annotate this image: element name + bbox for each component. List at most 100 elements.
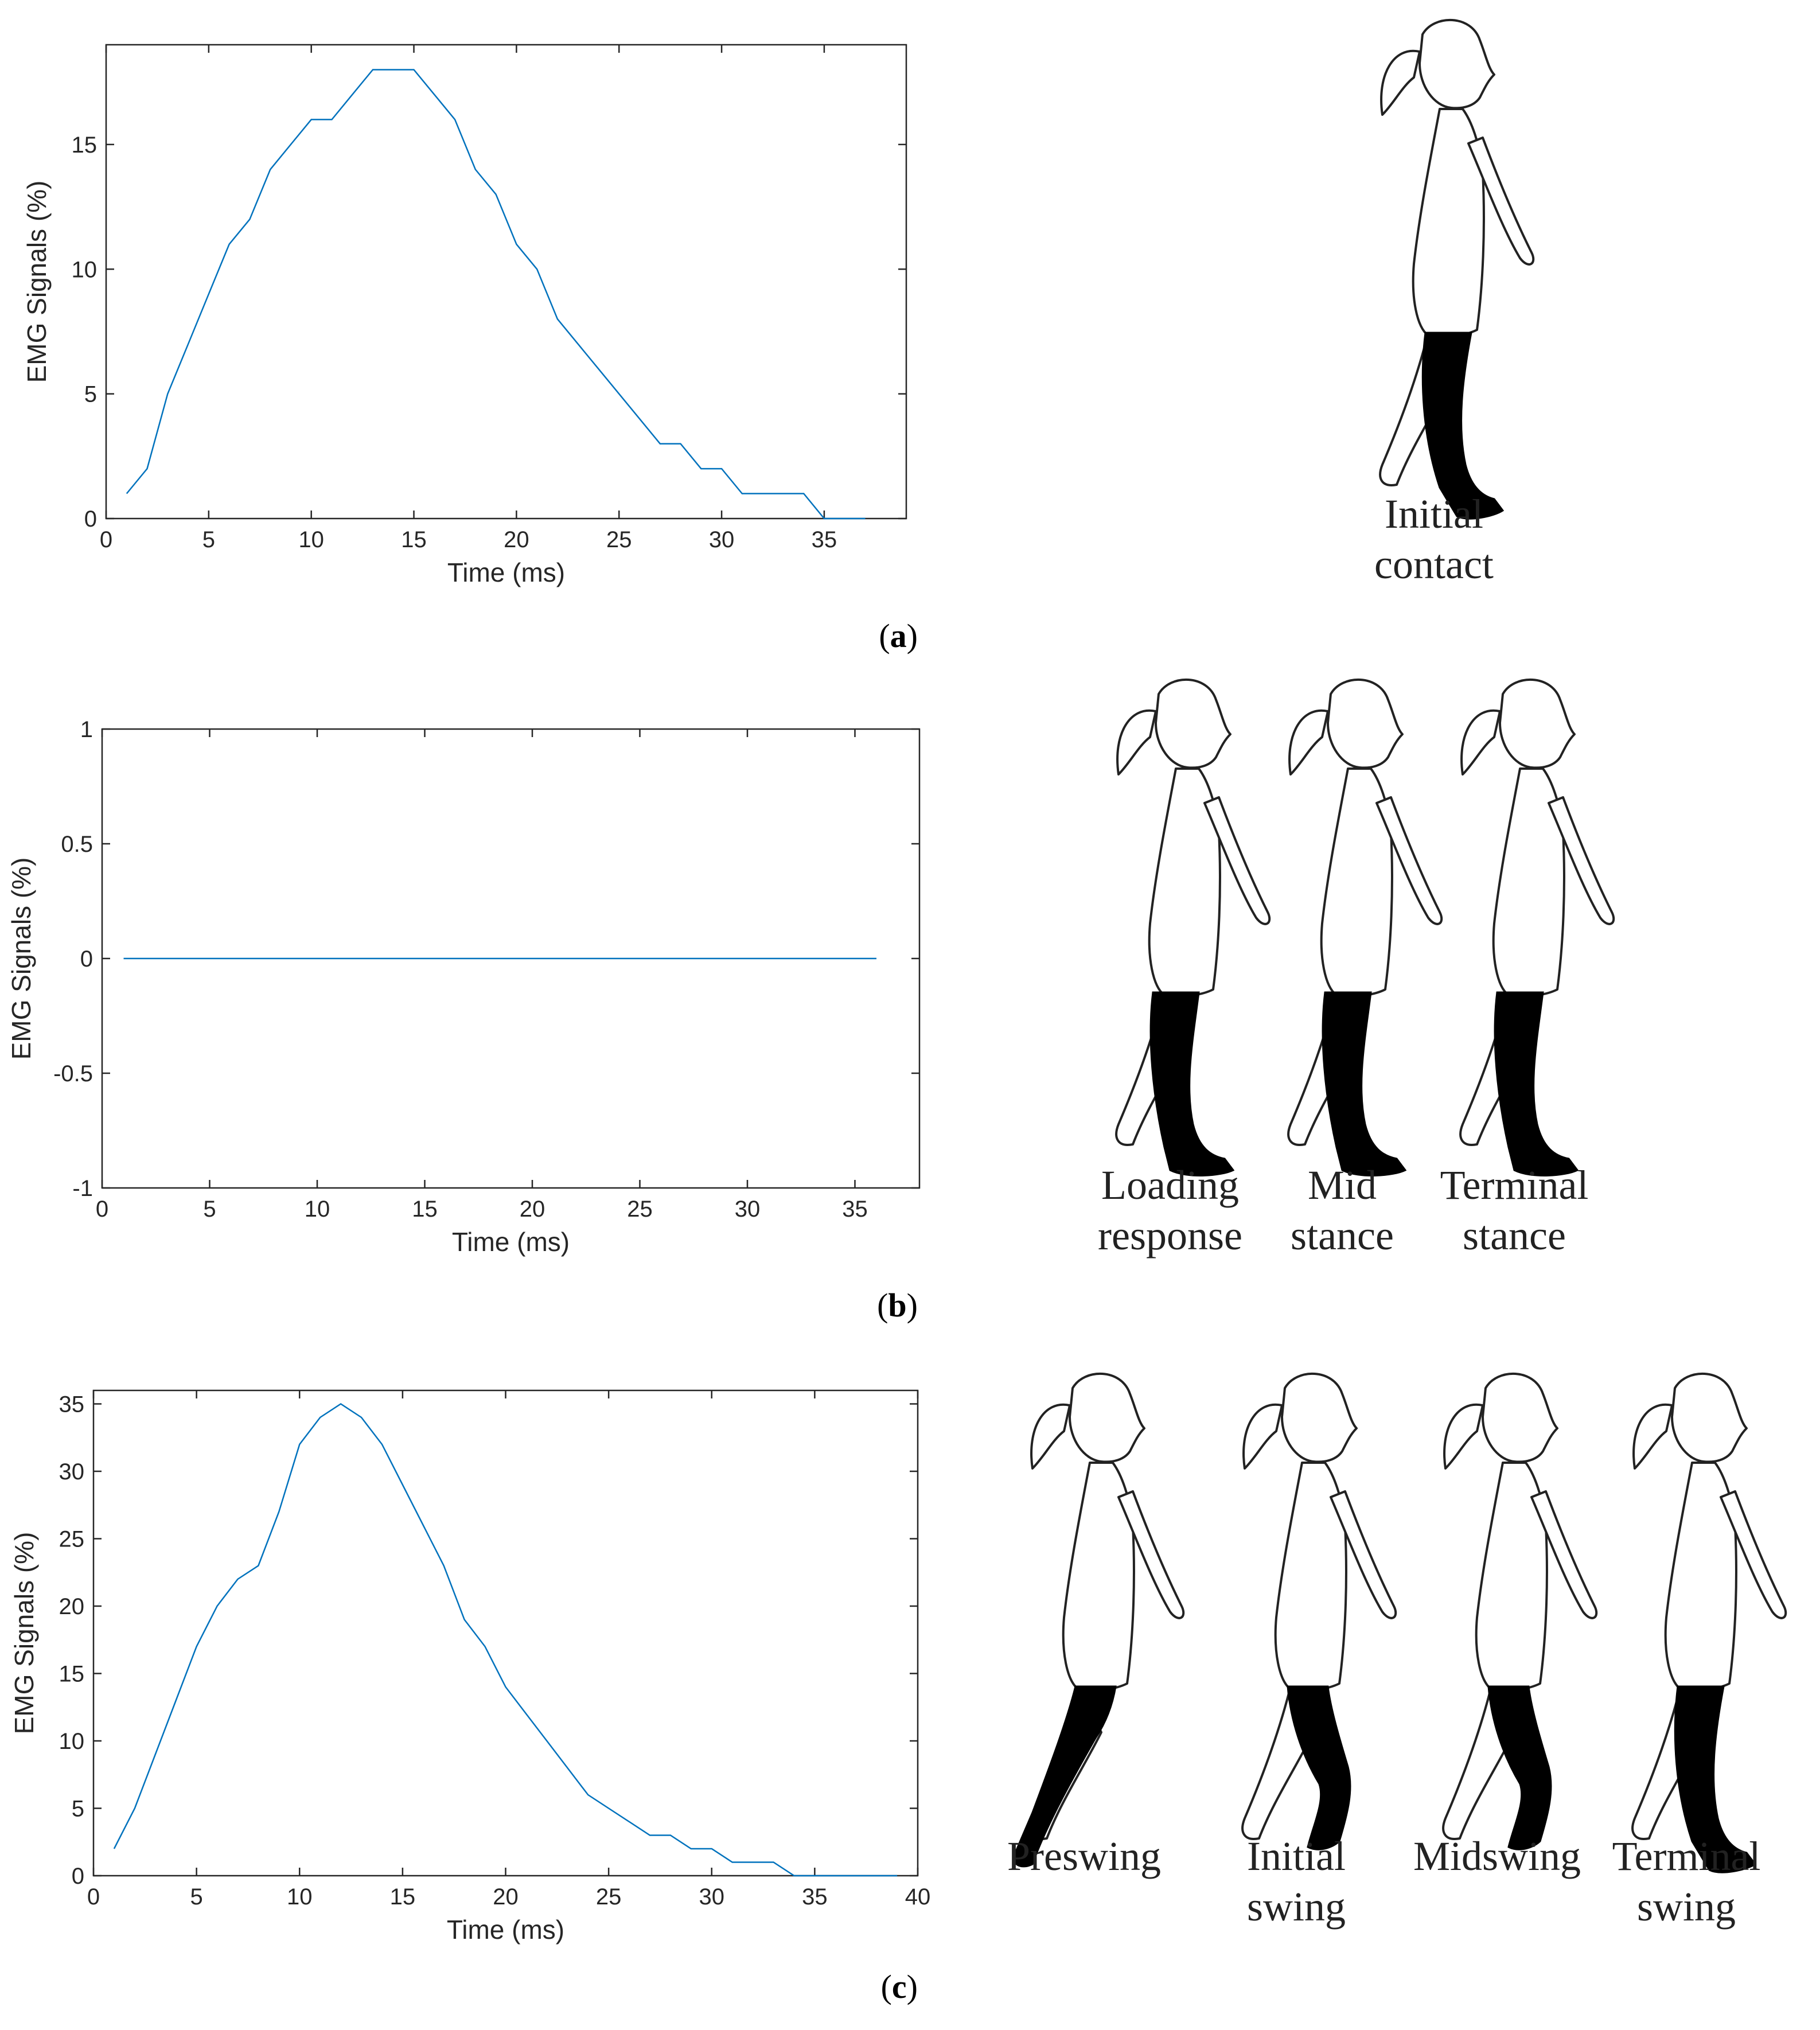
gait-figures-swing: Preswing Initial swing Midswing Terminal swin…: [1007, 1372, 1787, 1930]
walking-person: Terminal stance: [1440, 678, 1615, 1258]
x-tick-label: 0: [100, 527, 112, 552]
x-tick-label: 20: [504, 527, 529, 552]
walking-person: Initial swing: [1241, 1372, 1397, 1930]
ponytail: [1460, 709, 1501, 776]
x-tick-label: 30: [699, 1884, 725, 1910]
x-axis-label: Time (ms): [447, 1915, 564, 1945]
arm: [1330, 1490, 1397, 1619]
arm: [1548, 796, 1615, 925]
y-tick-label: 0: [80, 946, 93, 972]
y-tick-label: -1: [72, 1176, 93, 1201]
phase-caption: Mid: [1308, 1162, 1377, 1208]
x-tick-label: 10: [305, 1197, 330, 1222]
phase-caption: Preswing: [1007, 1833, 1161, 1879]
ponytail: [1242, 1403, 1283, 1470]
x-tick-label: 40: [905, 1884, 931, 1910]
x-tick-label: 5: [203, 1197, 216, 1222]
y-tick-label: 0: [84, 506, 97, 532]
ponytail: [1288, 709, 1329, 776]
highlighted-leg: [1012, 1685, 1117, 1868]
walking-person: Midswing: [1413, 1372, 1598, 1879]
phase-caption: stance: [1463, 1213, 1566, 1258]
highlighted-leg: [1322, 991, 1407, 1176]
x-tick-label: 10: [298, 527, 324, 552]
highlighted-leg: [1287, 1685, 1351, 1850]
arm: [1375, 796, 1443, 925]
x-tick-label: 15: [412, 1197, 438, 1222]
phase-caption: stance: [1291, 1213, 1394, 1258]
phase-caption: swing: [1247, 1884, 1346, 1930]
ponytail: [1380, 49, 1421, 116]
head: [1069, 1372, 1145, 1463]
series-line: [126, 69, 866, 520]
panel-label-c: (c): [880, 1968, 918, 2005]
chart-c: 0 5 10 15 20 25 30 35 40 0 5 10 15 20 25 30 35 Time (ms) E…: [9, 1389, 931, 1945]
x-tick-label: 15: [401, 527, 427, 552]
x-tick-label: 5: [202, 527, 215, 552]
y-tick-label: 5: [84, 382, 97, 407]
head: [1482, 1372, 1558, 1463]
arm: [1467, 137, 1535, 266]
ponytail: [1632, 1403, 1673, 1470]
x-axis-label: Time (ms): [452, 1227, 570, 1257]
walking-person: Preswing: [1007, 1372, 1185, 1879]
plot-frame: [92, 1389, 919, 1877]
head: [1499, 678, 1576, 769]
head: [1418, 18, 1495, 110]
arm: [1530, 1490, 1598, 1619]
head: [1327, 678, 1404, 769]
x-tick-label: 25: [606, 527, 632, 552]
ponytail: [1116, 709, 1157, 776]
y-tick-label: -0.5: [53, 1061, 93, 1086]
head: [1281, 1372, 1358, 1463]
x-tick-label: 5: [190, 1884, 203, 1910]
y-tick-label: 10: [59, 1729, 85, 1754]
y-tick-label: 35: [59, 1392, 85, 1417]
y-tick-label: 20: [59, 1594, 85, 1619]
y-tick-label: 30: [59, 1459, 85, 1484]
gait-figures-stance: Loading response Mid stance Terminal stance: [1098, 678, 1615, 1258]
highlighted-leg: [1421, 332, 1505, 520]
arm: [1720, 1490, 1787, 1619]
y-tick-label: 0: [72, 1864, 84, 1889]
chart-a: 0 5 10 15 20 25 30 35 0 5 10 15 Time (ms) EMG Signals…: [22, 44, 907, 587]
phase-caption: response: [1098, 1213, 1242, 1258]
phase-caption: Terminal: [1612, 1833, 1761, 1879]
x-tick-label: 20: [520, 1197, 545, 1222]
phase-caption: Terminal: [1440, 1162, 1589, 1208]
highlighted-leg: [1494, 991, 1579, 1176]
panel-label-a: (a): [879, 617, 918, 654]
y-tick-label: 1: [80, 717, 93, 742]
x-tick-label: 25: [627, 1197, 653, 1222]
y-tick-label: 25: [59, 1527, 85, 1552]
y-axis-label: EMG Signals (%): [9, 1532, 39, 1735]
arm: [1117, 1490, 1185, 1619]
x-tick-label: 25: [596, 1884, 622, 1910]
highlighted-leg: [1487, 1685, 1552, 1850]
walking-person: Loading response: [1098, 678, 1271, 1258]
ponytail: [1443, 1403, 1484, 1470]
y-axis-label: EMG Signals (%): [6, 858, 36, 1060]
head: [1155, 678, 1231, 769]
x-tick-label: 15: [390, 1884, 416, 1910]
x-tick-label: 0: [96, 1197, 108, 1222]
x-tick-label: 0: [87, 1884, 100, 1910]
x-tick-label: 35: [812, 527, 837, 552]
y-axis-label: EMG Signals (%): [22, 181, 52, 383]
plot-frame: [105, 44, 907, 520]
phase-caption: Initial: [1247, 1833, 1346, 1879]
x-tick-label: 20: [493, 1884, 519, 1910]
arm: [1203, 796, 1271, 925]
series-line: [113, 1403, 898, 1877]
x-tick-label: 35: [842, 1197, 868, 1222]
x-tick-label: 30: [709, 527, 735, 552]
ponytail: [1030, 1403, 1071, 1470]
phase-caption: Loading: [1101, 1162, 1239, 1208]
walking-person: Terminal swing: [1612, 1372, 1787, 1930]
panel-label-b: (b): [877, 1287, 918, 1324]
highlighted-leg: [1149, 991, 1235, 1176]
y-tick-label: 0.5: [61, 832, 93, 857]
